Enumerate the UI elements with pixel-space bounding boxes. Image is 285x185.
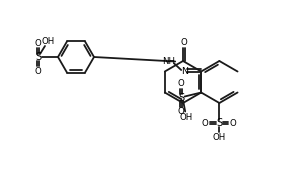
Text: O: O: [202, 119, 209, 127]
Text: NH: NH: [162, 57, 175, 66]
Text: OH: OH: [213, 134, 226, 142]
Text: S: S: [35, 52, 41, 62]
Text: OH: OH: [41, 36, 55, 46]
Text: S: S: [216, 118, 222, 128]
Text: O: O: [34, 66, 41, 75]
Text: O: O: [230, 119, 237, 127]
Text: O: O: [34, 38, 41, 48]
Text: S: S: [178, 92, 184, 102]
Text: O: O: [178, 79, 185, 88]
Text: OH: OH: [180, 113, 193, 122]
Text: N: N: [181, 67, 188, 76]
Text: O: O: [178, 107, 185, 116]
Text: O: O: [181, 38, 187, 46]
